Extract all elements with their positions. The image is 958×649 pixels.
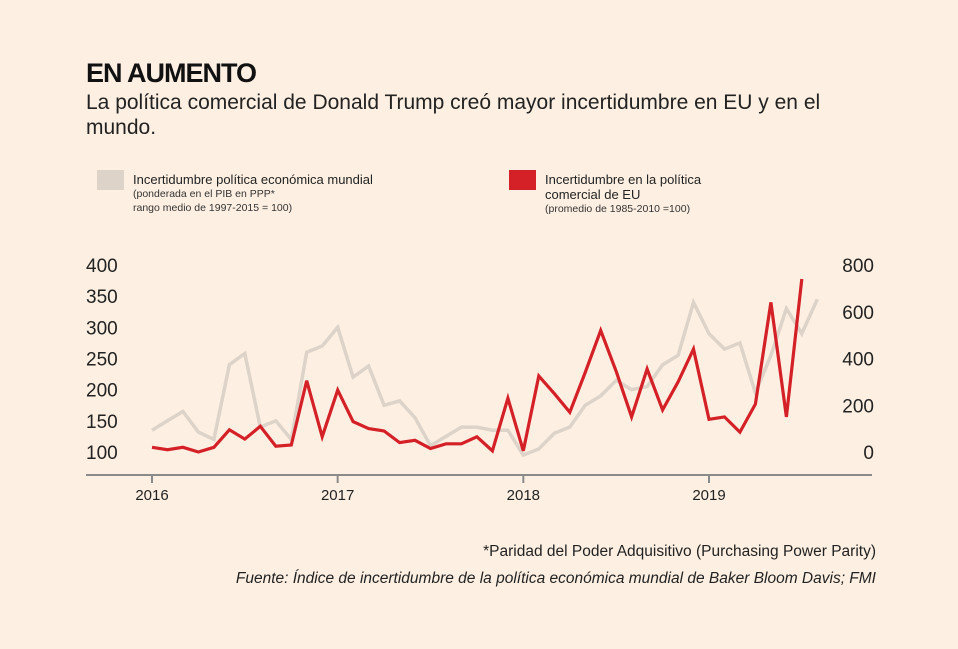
- x-tick-label: 2018: [507, 487, 540, 504]
- x-tick-label: 2017: [321, 487, 354, 504]
- footnote: *Paridad del Poder Adquisitivo (Purchasi…: [483, 543, 876, 560]
- x-axis: 2016 2017 2018 2019: [135, 475, 726, 504]
- chart-title: EN AUMENTO: [86, 58, 257, 88]
- legend-sub-world-1: (ponderada en el PIB en PPP*: [133, 188, 275, 200]
- chart-subtitle: La política comercial de Donald Trump cr…: [86, 91, 821, 139]
- legend-swatch-grey: [97, 170, 124, 190]
- legend-label-world: Incertidumbre política económica mundial: [133, 172, 373, 187]
- y-left-tick-label: 400: [86, 256, 118, 277]
- legend-sub-us: (promedio de 1985-2010 =100): [545, 203, 691, 215]
- y-left-tick-label: 350: [86, 287, 118, 308]
- x-tick-label: 2019: [692, 487, 725, 504]
- y-right-tick-label: 0: [863, 443, 874, 464]
- y-right-tick-label: 800: [842, 256, 874, 277]
- legend-sub-world-2: rango medio de 1997-2015 = 100): [133, 202, 293, 214]
- legend-label-us-2: comercial de EU: [545, 187, 641, 202]
- y-left-tick-label: 300: [86, 318, 118, 339]
- series-line-world-uncertainty: [151, 297, 819, 458]
- y-left-tick-label: 100: [86, 443, 118, 464]
- x-tick-label: 2016: [135, 487, 168, 504]
- legend-swatch-red: [509, 170, 536, 190]
- series-layer: [151, 278, 819, 458]
- y-axis-left: 100 150 200 250 300 350 400: [86, 256, 118, 464]
- y-right-tick-label: 200: [842, 396, 874, 417]
- y-left-tick-label: 200: [86, 381, 118, 402]
- y-left-tick-label: 150: [86, 412, 118, 433]
- y-right-tick-label: 400: [842, 350, 874, 371]
- y-axis-right: 0 200 400 600 800: [842, 256, 874, 464]
- y-right-tick-label: 600: [842, 303, 874, 324]
- y-left-tick-label: 250: [86, 350, 118, 371]
- source-note: Fuente: Índice de incertidumbre de la po…: [235, 570, 876, 587]
- legend-label-us-1: Incertidumbre en la política: [545, 172, 702, 187]
